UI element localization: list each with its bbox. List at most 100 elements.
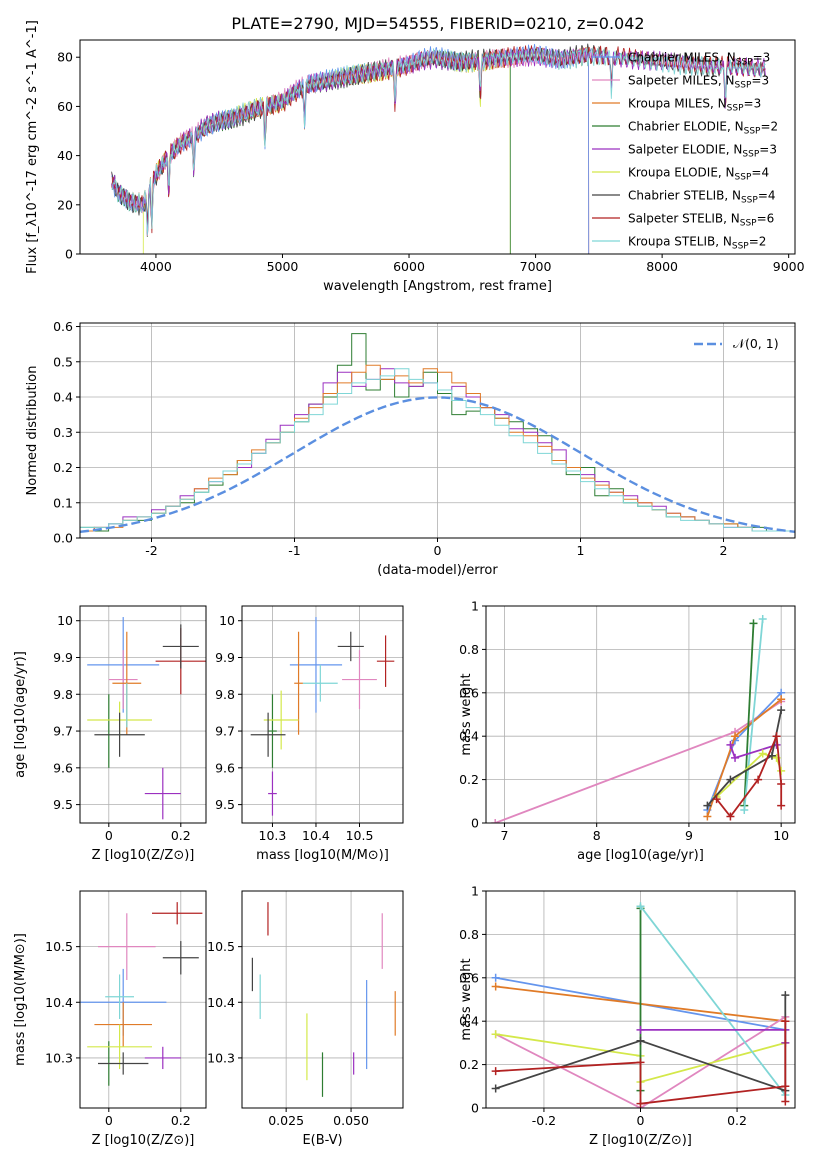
y-tick-label: 80 [57, 50, 73, 65]
weight-marker [740, 805, 749, 814]
axes-frame [241, 605, 404, 824]
panel-spectrum: 4000 5000 6000 7000 8000 9000 0 20 40 60 80 wavelen… [25, 20, 805, 294]
y-tick-label: 10 [219, 613, 235, 628]
spectrum-line-kroupa-stelib [111, 47, 766, 235]
y-tick-label: 10.5 [207, 939, 235, 954]
weight-marker [754, 775, 763, 784]
errorbar-point [94, 1002, 152, 1047]
plot-area-mass_vs_Z [80, 902, 203, 1086]
plot-area-residuals [80, 333, 795, 538]
x-tick-label: 0 [434, 543, 442, 558]
axes-frame [79, 39, 796, 255]
weight-marker [636, 1099, 645, 1108]
y-tick-label: 9.8 [215, 687, 235, 702]
errorbar-point [98, 913, 156, 981]
weight-marker [758, 749, 767, 758]
legend: Chabrier MILES, NSSP=3 Salpeter MILES, NS… [592, 51, 778, 252]
errorbar-point [302, 664, 338, 702]
weight-marker [777, 801, 786, 810]
y-tick-label: 0 [65, 247, 73, 262]
x-axis-label: age [log10(age/yr)] [577, 848, 704, 863]
errorbar-point [294, 631, 303, 735]
y-tick-label: 9.6 [215, 760, 235, 775]
weight-marker [636, 902, 645, 911]
x-tick-label: 10 [773, 828, 789, 843]
x-axis-label: Z [log10(Z/Z⊙)] [92, 848, 195, 863]
weight-marker [703, 801, 712, 810]
y-tick-label: 9.5 [53, 797, 73, 812]
weight-marker [777, 706, 786, 715]
panel-weight_vs_Z: -0.2 0 0.2 0 0.2 0.4 0.6 0.8 1 Z [log10(Z/Z⊙)] mas… [459, 884, 796, 1148]
y-tick-label: 10.4 [45, 995, 73, 1010]
y-tick-label: 40 [57, 148, 73, 163]
weight-marker [726, 812, 735, 821]
weight-line-kroupa-stelib [639, 905, 787, 1096]
panel-residuals: -2 -1 0 1 2 0.0 0.1 0.2 0.3 0.4 0.5 0.6 (data-model)… [25, 319, 796, 578]
errorbar-point [268, 694, 277, 768]
figure-title: PLATE=2790, MJD=54555, FIBERID=0210, z=0… [231, 14, 644, 33]
legend-label: Chabrier ELODIE, NSSP=2 [628, 120, 778, 137]
x-tick-label: 0.050 [333, 1113, 369, 1128]
y-axis-label: age [log10(age/yr)] [13, 651, 28, 778]
errorbar-point [342, 650, 377, 709]
errorbar-point [94, 712, 145, 757]
x-tick-label: 0 [105, 828, 113, 843]
y-tick-label: 9.5 [215, 797, 235, 812]
weight-line-chabrier-elodie [743, 623, 755, 806]
axes-frame [241, 890, 404, 1109]
errorbar-point [250, 712, 286, 757]
y-tick-label: 0.3 [53, 425, 73, 440]
plot-area-age_vs_Z [87, 617, 206, 820]
errorbar-point [337, 631, 364, 662]
plot-area-mass_vs_ebv [251, 902, 396, 1097]
errorbar-point [105, 974, 134, 1019]
x-tick-label: 0.2 [727, 1113, 747, 1128]
axes-frame [79, 605, 207, 824]
weight-marker [781, 1097, 790, 1106]
axes-frame-spectrum: 4000 5000 6000 7000 8000 9000 0 20 40 60 80 wavelen… [25, 20, 805, 294]
errorbar-point [87, 1024, 152, 1070]
plot-area-spectrum [111, 43, 766, 254]
errorbar-point [162, 624, 199, 669]
weight-marker [781, 1082, 790, 1091]
y-tick-label: 60 [57, 99, 73, 114]
y-tick-label: 1 [471, 884, 479, 899]
y-tick-label: 0.8 [459, 642, 479, 657]
weight-marker [491, 1067, 500, 1076]
y-tick-label: 0.2 [53, 460, 73, 475]
legend-label: 𝒩(0, 1) [733, 336, 779, 351]
x-tick-label: -2 [145, 543, 157, 558]
weight-marker [781, 991, 790, 1000]
y-tick-label: 9.9 [215, 650, 235, 665]
y-tick-label: 0.0 [53, 531, 73, 546]
normal-curve [80, 396, 795, 533]
errorbar-point [268, 771, 277, 816]
y-tick-label: 0 [471, 1101, 479, 1116]
panel-weight_vs_age: 7 8 9 10 0 0.2 0.4 0.6 0.8 1 age [log10(age/yr)] ma… [459, 599, 796, 863]
y-tick-label: 0.6 [53, 319, 73, 334]
y-tick-label: 0.4 [459, 1014, 479, 1029]
legend-label: Kroupa STELIB, NSSP=2 [628, 235, 766, 252]
y-tick-label: 0.5 [53, 354, 73, 369]
x-tick-label: 9 [685, 828, 693, 843]
weight-marker [636, 1036, 645, 1045]
weight-line-salpeter-miles [495, 1016, 786, 1108]
weight-marker [781, 1017, 790, 1026]
y-tick-label: 10.4 [207, 995, 235, 1010]
x-axis-label: mass [log10(M/M⊙)] [256, 848, 389, 863]
axes-frame-weight_vs_age: 7 8 9 10 0 0.2 0.4 0.6 0.8 1 age [log10(age/yr)] ma… [459, 599, 796, 863]
x-tick-label: 10.4 [302, 828, 330, 843]
x-tick-label: 8000 [646, 259, 678, 274]
y-axis-label: mass weight [459, 958, 474, 1040]
y-tick-label: 9.6 [53, 760, 73, 775]
y-axis-label: mass [log10(M/M⊙)] [13, 933, 28, 1066]
errorbar-point [263, 690, 299, 750]
y-tick-label: 9.7 [215, 724, 235, 739]
x-axis-label: Z [log10(Z/Z⊙)] [92, 1133, 195, 1148]
plot-area-age_vs_mass [250, 617, 395, 816]
axes-frame [79, 890, 207, 1109]
errorbar-point [144, 767, 181, 820]
axes-frame-age_vs_mass: 10.3 10.4 10.5 9.5 9.6 9.7 9.8 9.9 10 mass [log10… [215, 605, 404, 863]
axes-frame-age_vs_Z: 0 0.2 9.5 9.6 9.7 9.8 9.9 10 Z [log10(Z/Z⊙)] age … [13, 605, 207, 863]
